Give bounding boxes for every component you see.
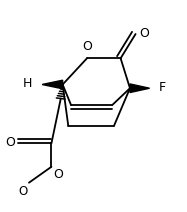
Text: F: F (158, 81, 165, 94)
Polygon shape (130, 84, 150, 92)
Polygon shape (42, 80, 63, 89)
Text: O: O (82, 40, 92, 53)
Text: O: O (54, 168, 64, 181)
Text: O: O (139, 26, 149, 40)
Text: H: H (23, 77, 32, 91)
Text: O: O (6, 136, 16, 149)
Text: O: O (19, 184, 28, 198)
